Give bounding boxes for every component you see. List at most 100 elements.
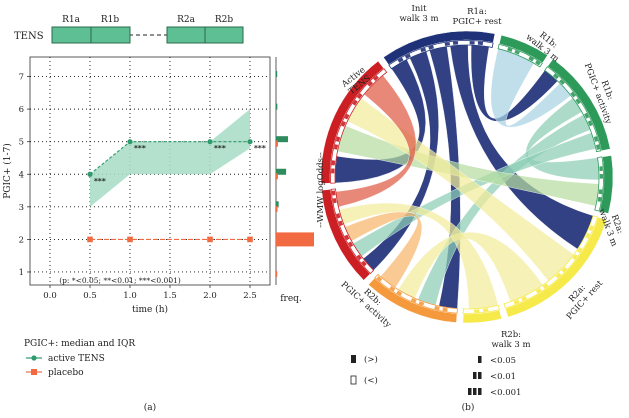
significance-cell [352,99,358,106]
freq-bar-active [276,136,288,143]
tens-segment-r1a [51,26,92,44]
significance-cell [390,61,397,68]
sector-track [594,156,604,212]
significance-cell [491,306,498,311]
legend-p01-label: <0.01 [490,372,516,382]
significance-mark: *** [94,176,106,185]
significance-cell [591,217,597,224]
sector-label-r2b-walk: R2b:walk 3 m [491,330,530,350]
y-tick-label: 7 [19,73,24,83]
median-line-active [89,141,250,175]
significance-cell [577,247,583,254]
significance-cell [473,309,480,313]
significance-cell [338,128,343,135]
y-tick-label: 5 [19,138,24,148]
significance-cell [599,166,603,172]
significance-cell [499,45,506,50]
significance-cell [341,227,347,234]
sector-label-line: R1a: [467,7,487,17]
freq-bars [276,71,314,277]
iqr-band-layer [90,109,250,207]
significance-cell [588,225,594,232]
significance-cell [382,281,389,287]
sector-arc [599,155,614,214]
freq-bar-active [276,71,278,78]
significance-cell [334,205,339,211]
significance-cell [444,42,451,47]
significance-cell [587,120,593,127]
significance-cell [477,41,484,46]
significance-cell [535,60,541,66]
significance-cell [549,278,556,284]
sector-label-line: Init [412,4,428,14]
caption-a: (a) [144,402,156,413]
significance-cell [404,53,411,59]
plot-frame [29,56,271,286]
significance-mark: *** [254,144,266,153]
significance-cell [507,47,513,52]
significance-cell [584,112,590,119]
tens-segment-r1b [90,26,131,44]
significance-cell [389,286,396,292]
sector-track [388,40,494,70]
sector-track [462,304,500,314]
sector-label-line: walk 3 m [399,14,438,24]
significance-cell [434,305,440,311]
legend-p001-swatch-1 [468,388,472,395]
point-active [127,139,133,145]
significance-cell [564,85,571,92]
significance-cell [348,106,354,113]
legend-placebo-marker [31,369,37,375]
significance-cell [575,98,581,105]
significance-cell [344,113,350,120]
point-placebo [127,236,133,243]
sector-track [374,273,458,314]
y-tick-label: 2 [19,235,24,245]
freq-bar-active [276,201,279,208]
tens-label: TENS [14,31,44,42]
sector-track [330,68,388,184]
freq-label: freq. [280,294,302,304]
sector-arc [321,189,371,281]
legend-active-marker [31,355,37,361]
significance-cell [593,136,599,142]
significance-cell [356,93,363,99]
logodds-label: --WMW logOdds-- [316,152,326,228]
significance-cell [333,144,339,150]
x-axis-label: time (h) [132,304,168,315]
significance-cell [366,266,372,273]
significance-note: (p: *<0.05; **<0.01; ***<0.001) [59,276,181,285]
chord-links [334,44,600,310]
point-active [87,171,93,177]
significance-cell [442,307,448,312]
significance-cell [598,189,603,195]
significance-cell [567,260,573,267]
significance-cell [341,121,346,127]
iqr-band-active [90,109,250,207]
significance-cell [465,309,471,313]
sector-track [503,215,598,309]
significance-cell [356,254,362,261]
significance-cell [461,41,467,45]
significance-cell [469,41,475,45]
freq-bar-active [276,103,278,110]
significance-cell [426,303,432,309]
x-tick-label: 2.0 [203,291,217,301]
chord-ring [320,30,614,324]
significance-cell [570,91,576,98]
significance-cell [428,45,434,50]
legend-title: PGIC+: median and IQR [24,339,135,349]
significance-cell [397,57,404,63]
significance-cell [452,41,459,45]
sector-arc [383,30,496,65]
caption-b: (b) [462,402,475,413]
freq-bar-placebo [276,232,314,247]
segment-label-r2b: R2b [215,15,234,25]
y-axis-label: PGIC+ (1-7) [2,143,13,199]
freq-bar-placebo [276,270,278,277]
legend-greater-label: (>) [364,354,378,365]
significance-cell [599,174,603,179]
significance-cell [528,292,535,298]
significance-mark: *** [134,144,146,153]
